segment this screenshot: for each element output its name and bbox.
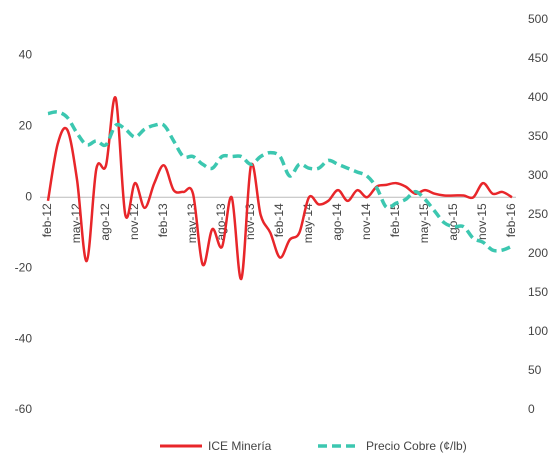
y-tick-label: -60 bbox=[15, 402, 33, 416]
y2-tick-label: 400 bbox=[528, 90, 548, 104]
x-tick-label: may-15 bbox=[417, 203, 431, 243]
y2-tick-label: 450 bbox=[528, 51, 548, 65]
x-tick-label: nov-15 bbox=[475, 203, 489, 240]
y2-tick-label: 300 bbox=[528, 168, 548, 182]
y-tick-label: -20 bbox=[15, 260, 33, 274]
y2-tick-label: 250 bbox=[528, 207, 548, 221]
x-tick-label: ago-14 bbox=[330, 203, 344, 241]
y2-tick-label: 200 bbox=[528, 246, 548, 260]
legend-label: ICE Minería bbox=[208, 439, 272, 453]
x-tick-label: feb-16 bbox=[504, 203, 518, 237]
y2-tick-label: 50 bbox=[528, 363, 542, 377]
y2-tick-label: 350 bbox=[528, 129, 548, 143]
y-tick-label: 40 bbox=[19, 48, 33, 62]
x-tick-label: feb-13 bbox=[156, 203, 170, 237]
x-tick-label: feb-15 bbox=[388, 203, 402, 237]
x-tick-label: feb-14 bbox=[272, 203, 286, 237]
y2-tick-label: 0 bbox=[528, 402, 535, 416]
y2-tick-label: 150 bbox=[528, 285, 548, 299]
y2-tick-label: 500 bbox=[528, 12, 548, 26]
legend-label: Precio Cobre (¢/lb) bbox=[366, 439, 467, 453]
y-tick-label: 20 bbox=[19, 119, 33, 133]
y-tick-label: 0 bbox=[25, 189, 32, 203]
y2-tick-label: 100 bbox=[528, 324, 548, 338]
series-line bbox=[46, 96, 513, 281]
x-tick-label: nov-14 bbox=[359, 203, 373, 240]
series-line bbox=[47, 110, 513, 253]
y-tick-label: -40 bbox=[15, 331, 33, 345]
x-tick-label: ago-12 bbox=[98, 203, 112, 241]
x-tick-label: nov-12 bbox=[127, 203, 141, 240]
x-tick-label: feb-12 bbox=[40, 203, 54, 237]
x-tick-label: ago-15 bbox=[446, 203, 460, 241]
